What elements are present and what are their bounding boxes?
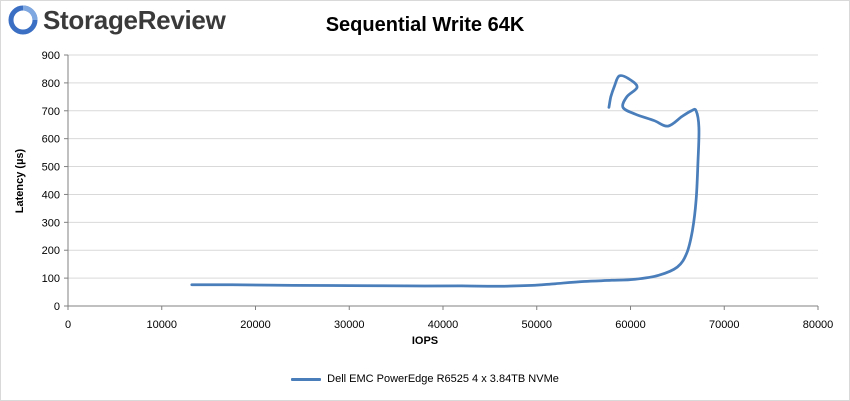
legend: Dell EMC PowerEdge R6525 4 x 3.84TB NVMe	[0, 373, 850, 385]
y-tick-label: 600	[42, 134, 60, 146]
brand-name: StorageReview	[43, 4, 226, 35]
x-tick-label: 60000	[615, 319, 646, 331]
x-tick-label: 30000	[334, 319, 365, 331]
x-tick-label: 50000	[521, 319, 552, 331]
legend-swatch	[291, 377, 322, 381]
x-tick-label: 40000	[428, 319, 459, 331]
y-tick-label: 700	[42, 106, 60, 118]
y-tick-label: 100	[42, 273, 60, 285]
y-tick-label: 500	[42, 162, 60, 174]
x-tick-label: 80000	[803, 319, 834, 331]
y-tick-label: 200	[42, 245, 60, 257]
y-tick-label: 400	[42, 189, 60, 201]
x-tick-label: 0	[65, 319, 71, 331]
y-tick-label: 0	[54, 301, 60, 313]
axes	[64, 54, 819, 310]
x-tick-labels: 0 10000 20000 30000 40000 50000 60000 70000 8000…	[65, 319, 833, 331]
y-tick-label: 300	[42, 217, 60, 229]
y-tick-label: 800	[42, 78, 60, 90]
x-axis-label: IOPS	[411, 335, 439, 347]
y-axis-label: Latency (µs)	[14, 148, 26, 214]
y-tick-label: 900	[42, 50, 60, 62]
series-line-0	[190, 74, 701, 288]
x-tick-label: 70000	[709, 319, 740, 331]
chart-title: Sequential Write 64K	[325, 14, 525, 36]
x-tick-label: 20000	[240, 319, 271, 331]
brand-logo: StorageReview	[8, 4, 226, 36]
series-layer	[190, 74, 701, 288]
y-tick-labels: 0 100 200 300 400 500 600 700 800 900	[42, 50, 60, 313]
storage-review-logo-icon	[8, 5, 38, 35]
legend-label: Dell EMC PowerEdge R6525 4 x 3.84TB NVMe	[327, 373, 559, 385]
gridlines	[68, 54, 818, 279]
x-tick-label: 10000	[146, 319, 177, 331]
